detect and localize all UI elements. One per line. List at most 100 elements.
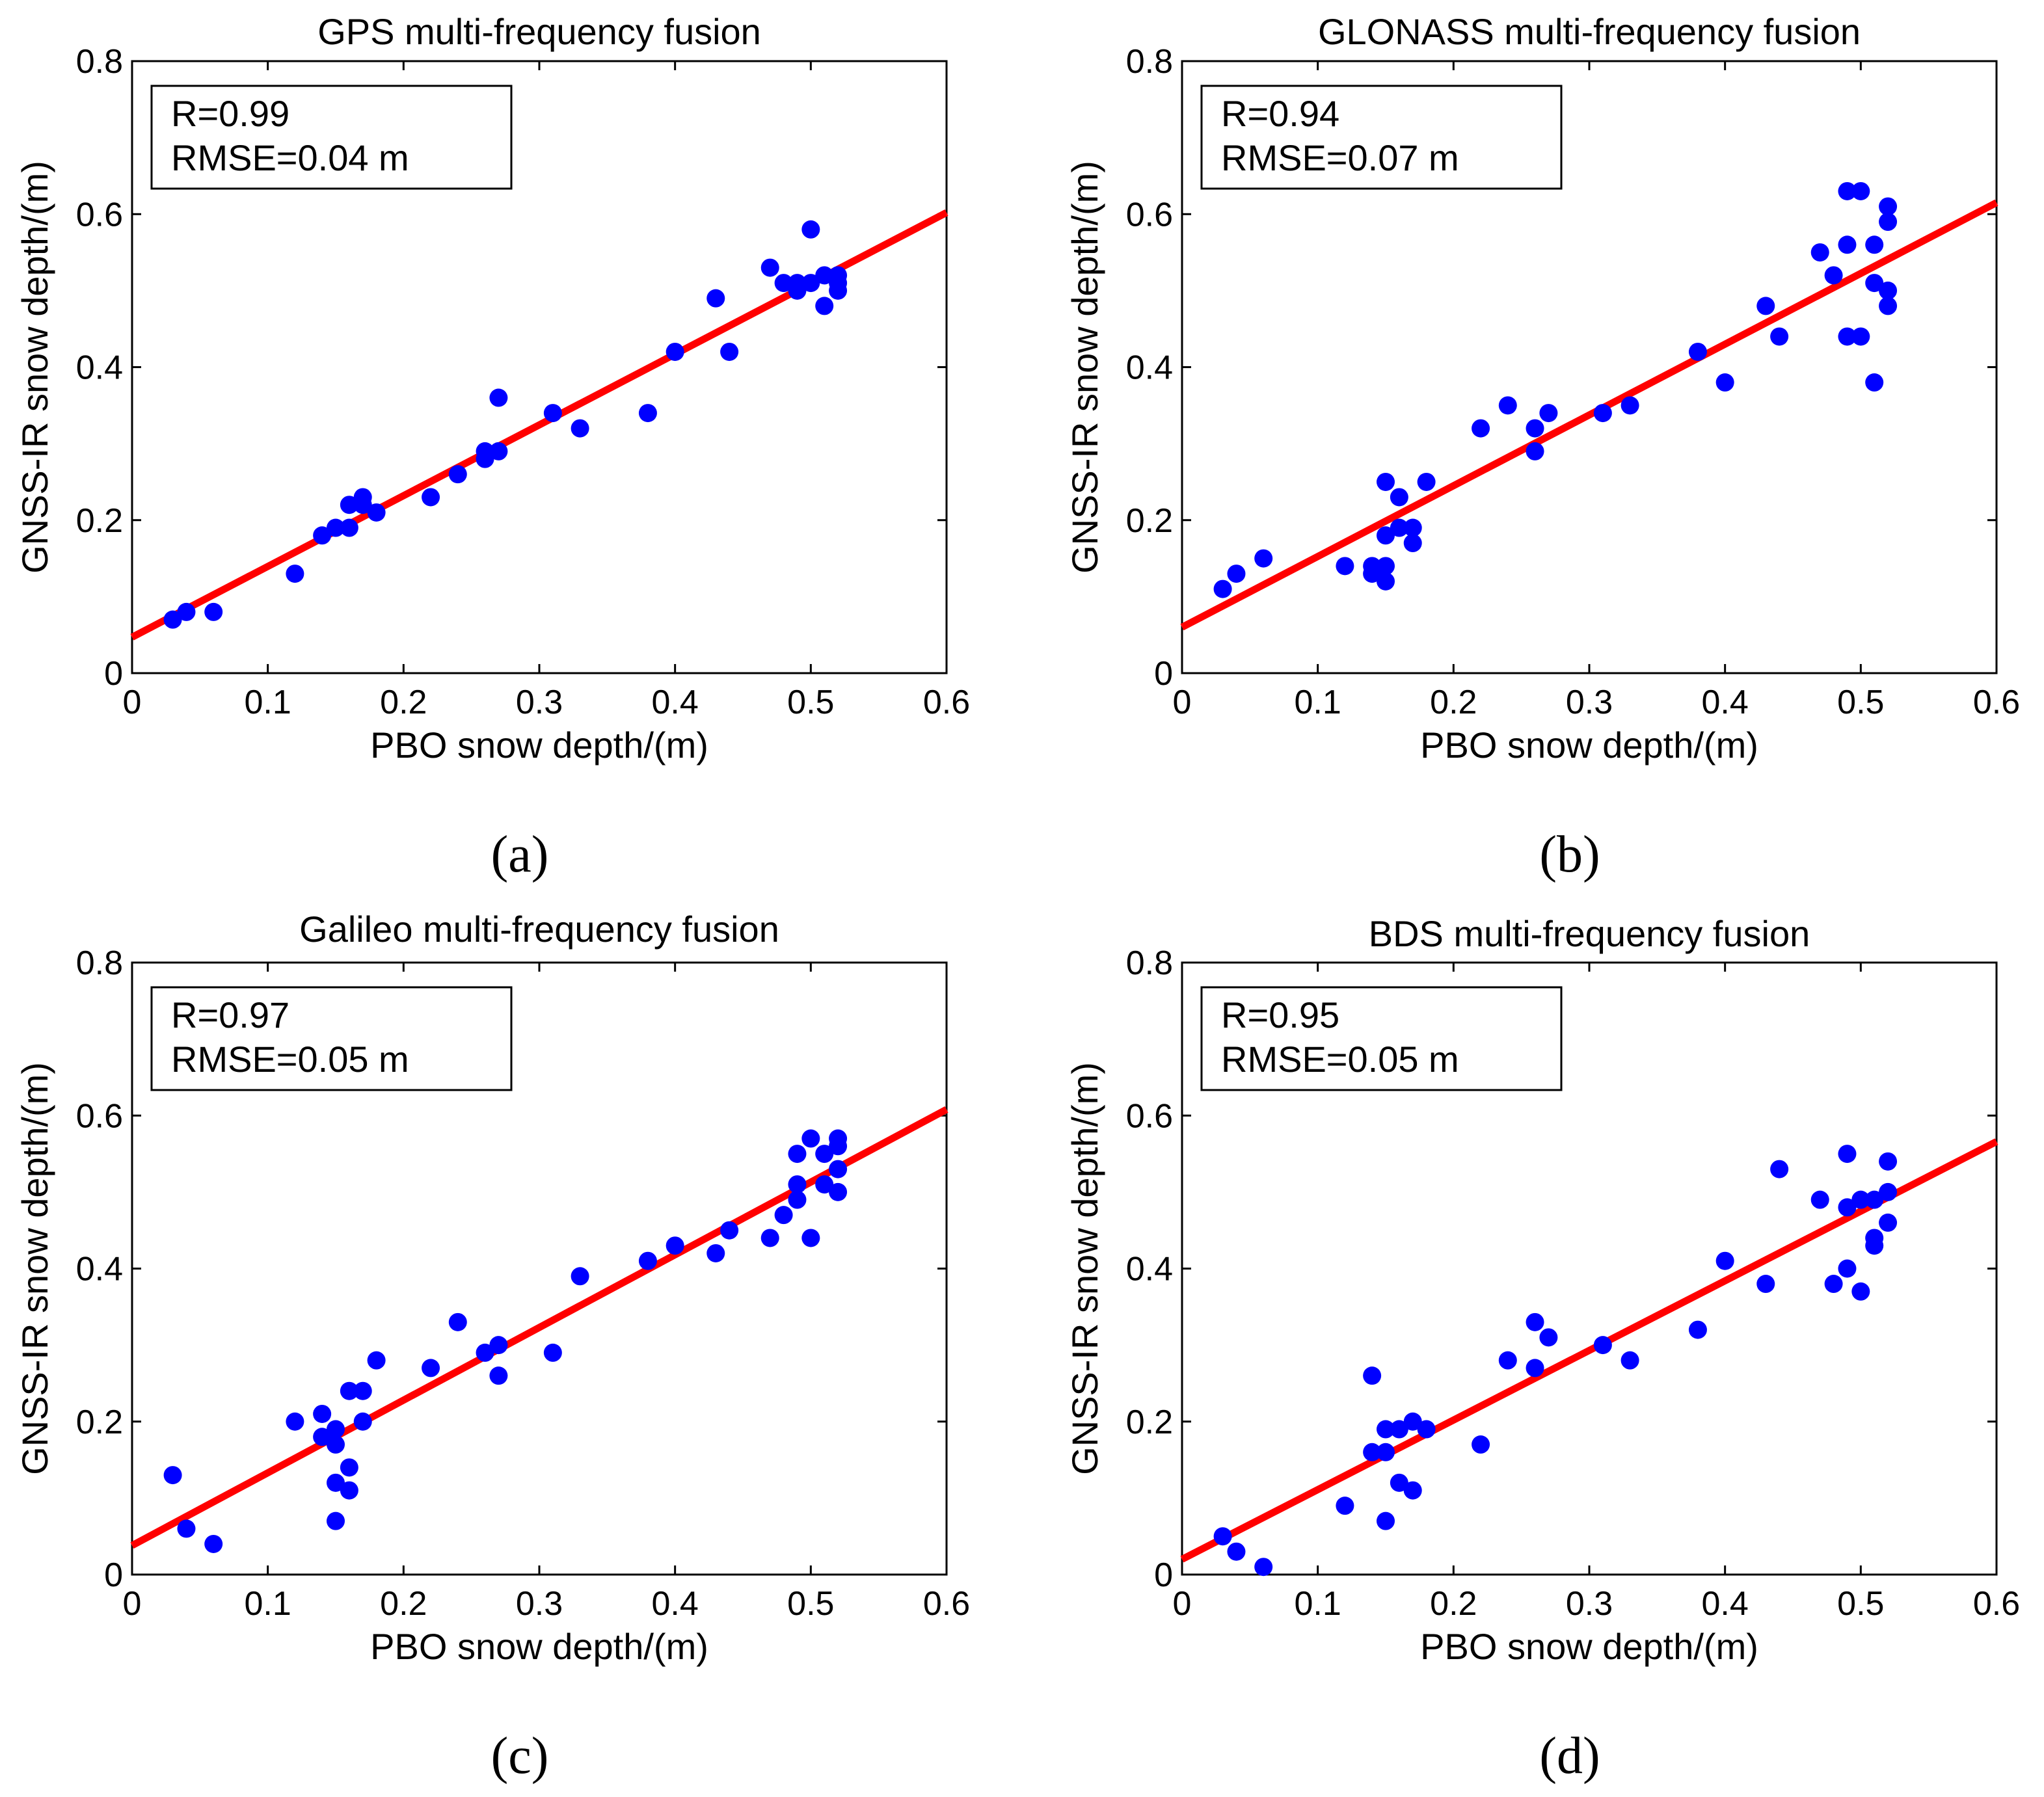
chart-panel-c: 0 0.1 0.2 0.3 0.4 0.5 0.6 0 0.2 0.4 0.6 0.8 Galileo … xyxy=(14,909,970,1785)
data-point xyxy=(1377,526,1395,545)
y-tick-label: 0.2 xyxy=(1126,502,1173,540)
data-point xyxy=(1838,235,1857,254)
data-point xyxy=(571,419,589,438)
data-point xyxy=(1403,1481,1422,1500)
y-axis-label: GNSS-IR snow depth/(m) xyxy=(1064,161,1105,574)
data-point xyxy=(1865,1190,1884,1209)
data-point xyxy=(1390,488,1408,507)
data-point xyxy=(774,274,793,293)
data-point xyxy=(1865,274,1884,293)
data-point xyxy=(829,266,848,285)
data-point xyxy=(1539,1328,1558,1347)
y-axis-label: GNSS-IR snow depth/(m) xyxy=(14,1062,55,1475)
data-point xyxy=(327,1473,345,1492)
x-tick-label: 0 xyxy=(1173,1585,1192,1623)
x-tick-label: 0.1 xyxy=(1295,684,1341,721)
data-point xyxy=(1688,1320,1707,1339)
x-axis-label: PBO snow depth/(m) xyxy=(370,725,708,765)
x-tick-label: 0.4 xyxy=(652,684,699,721)
data-point xyxy=(815,297,834,315)
data-point xyxy=(1377,472,1395,491)
data-point xyxy=(340,1481,358,1500)
data-point xyxy=(788,1145,807,1164)
panel-label: (a) xyxy=(491,826,549,883)
data-point xyxy=(1539,404,1558,423)
data-point xyxy=(1865,1236,1884,1255)
data-point xyxy=(720,342,739,361)
data-point xyxy=(1824,1275,1843,1294)
data-point xyxy=(1770,327,1789,346)
stats-box xyxy=(1200,986,1563,1091)
y-tick-label: 0 xyxy=(104,1556,123,1594)
data-point xyxy=(760,1229,779,1247)
y-axis-label: GNSS-IR snow depth/(m) xyxy=(14,161,55,574)
y-tick-label: 0.8 xyxy=(76,944,123,982)
chart-title: Galileo multi-frequency fusion xyxy=(299,909,779,950)
data-point xyxy=(1770,1160,1789,1178)
data-point xyxy=(1472,419,1490,438)
x-tick-label: 0.6 xyxy=(923,684,970,721)
y-tick-label: 0 xyxy=(104,655,123,693)
data-point xyxy=(448,465,467,484)
y-tick-label: 0.4 xyxy=(1126,1251,1173,1288)
data-point xyxy=(801,220,820,239)
x-tick-label: 0.1 xyxy=(1295,1585,1341,1623)
data-point xyxy=(353,1381,372,1400)
data-point xyxy=(829,1137,848,1156)
data-point xyxy=(1851,181,1870,200)
data-point xyxy=(1363,1366,1382,1385)
data-point xyxy=(1838,1198,1857,1217)
x-tick-label: 0.5 xyxy=(787,684,834,721)
data-point xyxy=(543,404,562,423)
data-point xyxy=(638,1251,657,1270)
data-point xyxy=(1756,297,1775,315)
data-point xyxy=(1498,1351,1517,1370)
data-point xyxy=(815,266,834,285)
chart-title: GPS multi-frequency fusion xyxy=(317,11,761,52)
data-point xyxy=(163,1466,182,1485)
x-tick-label: 0.1 xyxy=(245,684,291,721)
data-point xyxy=(1851,1190,1870,1209)
data-point xyxy=(1879,297,1898,315)
y-tick-label: 0.4 xyxy=(76,349,123,387)
x-tick-label: 0.4 xyxy=(652,1585,699,1623)
data-point xyxy=(1810,1190,1829,1209)
data-point xyxy=(1417,472,1436,491)
data-point xyxy=(1336,557,1354,576)
x-tick-label: 0.6 xyxy=(923,1585,970,1623)
data-point xyxy=(367,1351,386,1370)
data-point xyxy=(1377,557,1395,576)
data-point xyxy=(1377,1511,1395,1530)
regression-line xyxy=(1180,1138,1998,1563)
data-point xyxy=(476,1343,494,1362)
y-tick-label: 0.6 xyxy=(76,1097,123,1135)
x-tick-label: 0.5 xyxy=(787,1585,834,1623)
data-point xyxy=(1363,1443,1382,1461)
data-point xyxy=(422,1359,440,1378)
data-point xyxy=(1403,518,1422,537)
data-point xyxy=(286,1412,304,1431)
data-point xyxy=(327,518,345,537)
x-tick-label: 0 xyxy=(1173,684,1192,721)
data-point xyxy=(1715,1251,1734,1270)
data-point xyxy=(163,610,182,629)
data-point xyxy=(489,388,508,407)
x-tick-label: 0.4 xyxy=(1702,1585,1749,1623)
x-tick-label: 0.3 xyxy=(1566,1585,1613,1623)
data-point xyxy=(1254,549,1273,568)
data-point xyxy=(1838,1145,1857,1164)
data-point xyxy=(571,1267,589,1286)
data-point xyxy=(353,1412,372,1431)
x-tick-label: 0.2 xyxy=(1430,684,1477,721)
data-point xyxy=(788,1190,807,1209)
data-point xyxy=(1472,1435,1490,1454)
data-point xyxy=(1810,243,1829,262)
data-point xyxy=(1620,1351,1639,1370)
chart-panel-d: 0 0.1 0.2 0.3 0.4 0.5 0.6 0 0.2 0.4 0.6 0.8 BDS mult… xyxy=(1064,913,2020,1785)
data-point xyxy=(489,442,508,460)
data-point xyxy=(1390,1420,1408,1439)
data-point xyxy=(666,342,684,361)
data-point xyxy=(1526,419,1544,438)
data-point xyxy=(815,1175,834,1194)
y-tick-label: 0.6 xyxy=(1126,1097,1173,1135)
